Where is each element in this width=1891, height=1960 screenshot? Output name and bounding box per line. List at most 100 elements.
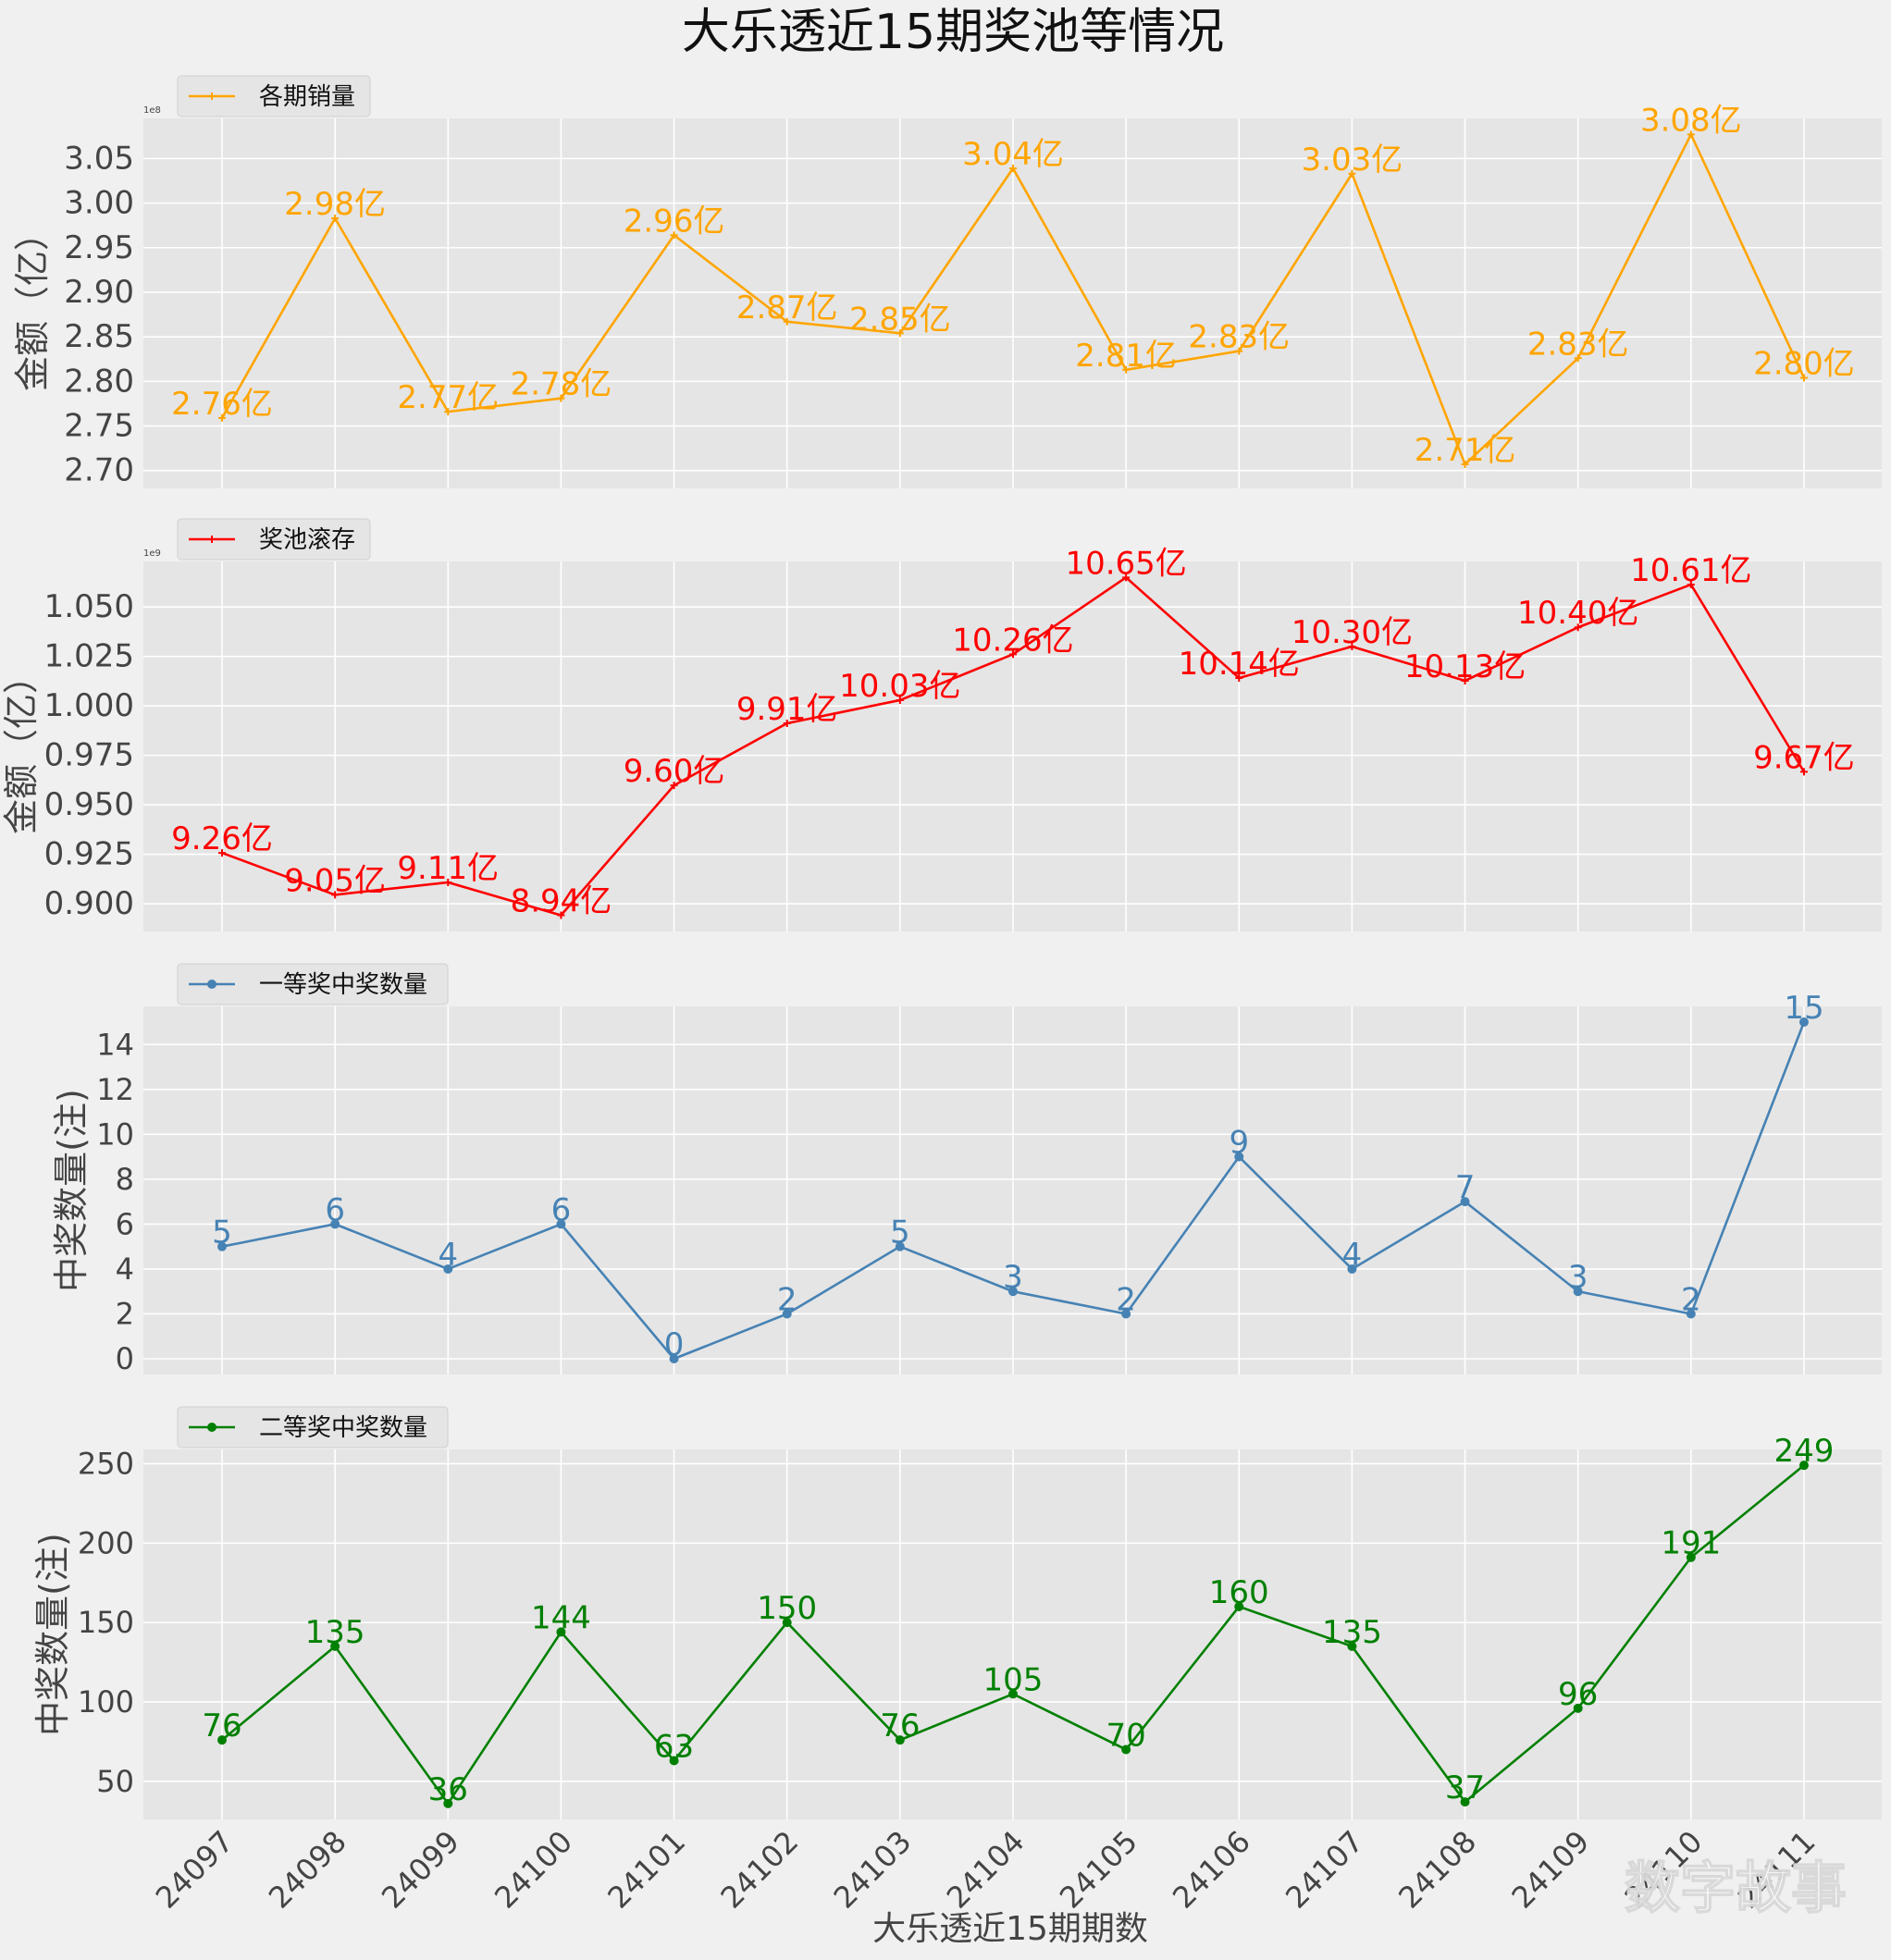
data-point [1234, 1601, 1244, 1611]
data-point [1798, 1461, 1809, 1471]
data-label: 9.11亿 [397, 850, 499, 887]
data-point [1687, 130, 1695, 139]
data-point [782, 1309, 792, 1319]
data-point [218, 849, 226, 857]
data-label: 10.65亿 [1065, 545, 1186, 582]
data-point [669, 1354, 679, 1364]
data-point [1235, 347, 1243, 355]
data-label: 4 [438, 1237, 458, 1274]
data-point [1348, 642, 1356, 650]
y-offset-text: 1e9 [143, 549, 161, 559]
data-label: 2.81亿 [1075, 338, 1177, 375]
data-point [217, 1735, 227, 1745]
data-label: 2.78亿 [511, 366, 612, 403]
data-point [1121, 1744, 1131, 1755]
data-label: 8.94亿 [511, 882, 612, 919]
data-point [330, 1219, 340, 1229]
data-point [1461, 460, 1469, 468]
data-point [1122, 365, 1131, 374]
legend-label: 奖池滚存 [259, 526, 355, 554]
data-point [1347, 1641, 1357, 1651]
y-tick-label: 250 [78, 1446, 134, 1481]
watermark: 数字故事 [1625, 1856, 1847, 1921]
data-point [331, 891, 340, 899]
data-label: 9.67亿 [1753, 739, 1855, 776]
data-label: 135 [1322, 1614, 1382, 1651]
data-label: 70 [1106, 1717, 1145, 1754]
data-label: 2.98亿 [284, 186, 386, 223]
subplot-2: 0.900 0.925 0.950 0.975 1.000 1.025 1.050 1e9 金额… [1, 518, 1882, 931]
data-label: 2.77亿 [397, 379, 499, 416]
y-tick-label: 2.80 [64, 363, 134, 400]
subplots: 2.70 2.75 2.80 2.85 2.90 2.95 3.00 3.05 1e8 金额（亿）… [1, 75, 1882, 1916]
data-point [670, 782, 678, 790]
data-point [1687, 581, 1695, 589]
data-label: 2.76亿 [171, 386, 273, 423]
data-label: 9.26亿 [171, 820, 273, 857]
y-tick-label: 1.000 [44, 687, 134, 724]
y-tick-label: 14 [96, 1027, 134, 1062]
data-label: 9.60亿 [624, 753, 725, 790]
data-label: 9.05亿 [284, 862, 386, 899]
data-label: 144 [531, 1599, 591, 1636]
data-point [1574, 623, 1582, 632]
y-tick-label: 0.925 [44, 836, 134, 873]
y-tick-label: 3.00 [64, 185, 134, 222]
y-axis-label: 金额（亿） [12, 216, 53, 391]
data-point [556, 1627, 566, 1637]
data-point [443, 1798, 453, 1808]
legend-marker [208, 536, 216, 543]
data-point [444, 878, 452, 886]
data-label: 10.30亿 [1292, 614, 1413, 651]
y-tick-label: 2 [116, 1296, 134, 1331]
legend-marker [208, 92, 216, 100]
data-label: 9 [1229, 1125, 1249, 1162]
legend-marker [207, 980, 216, 989]
data-label: 6 [551, 1191, 572, 1228]
y-tick-label: 50 [96, 1764, 134, 1799]
data-point [218, 413, 226, 422]
data-label: 2.83亿 [1188, 319, 1290, 356]
data-point [1007, 1287, 1018, 1297]
data-label: 5 [890, 1214, 910, 1251]
data-point [1686, 1552, 1696, 1562]
data-label: 3 [1003, 1259, 1023, 1296]
data-label: 36 [428, 1771, 468, 1808]
legend-box [177, 518, 371, 561]
data-label: 3.08亿 [1640, 102, 1742, 139]
data-label: 3 [1568, 1259, 1588, 1296]
data-point [217, 1241, 227, 1251]
data-point [1234, 1152, 1244, 1162]
data-label: 37 [1445, 1769, 1485, 1806]
y-tick-label: 150 [78, 1605, 134, 1640]
data-point [1008, 164, 1017, 172]
data-label: 76 [880, 1707, 920, 1744]
data-label: 10.61亿 [1630, 552, 1751, 589]
data-point [783, 317, 791, 326]
data-point [896, 329, 904, 338]
y-tick-label: 1.050 [44, 588, 134, 625]
data-point [556, 1219, 566, 1229]
legend-box [177, 963, 449, 1005]
data-point [1008, 650, 1017, 659]
data-point [330, 1641, 340, 1651]
y-tick-label: 6 [116, 1206, 134, 1241]
data-label: 6 [325, 1191, 345, 1228]
data-point [1007, 1689, 1018, 1699]
data-point [1348, 169, 1356, 178]
y-tick-label: 2.85 [64, 318, 134, 355]
data-label: 2.80亿 [1753, 345, 1855, 382]
data-label: 10.14亿 [1179, 646, 1300, 683]
y-tick-label: 2.70 [64, 452, 134, 489]
data-label: 10.13亿 [1404, 648, 1526, 685]
y-tick-label: 0 [116, 1341, 134, 1376]
legend-box [177, 75, 371, 117]
y-tick-label: 0.900 [44, 885, 134, 922]
data-label: 2 [1681, 1281, 1701, 1318]
data-point [1460, 1797, 1470, 1807]
y-axis-label: 金额（亿） [1, 659, 42, 834]
data-point [1574, 354, 1582, 363]
data-label: 105 [983, 1661, 1044, 1698]
